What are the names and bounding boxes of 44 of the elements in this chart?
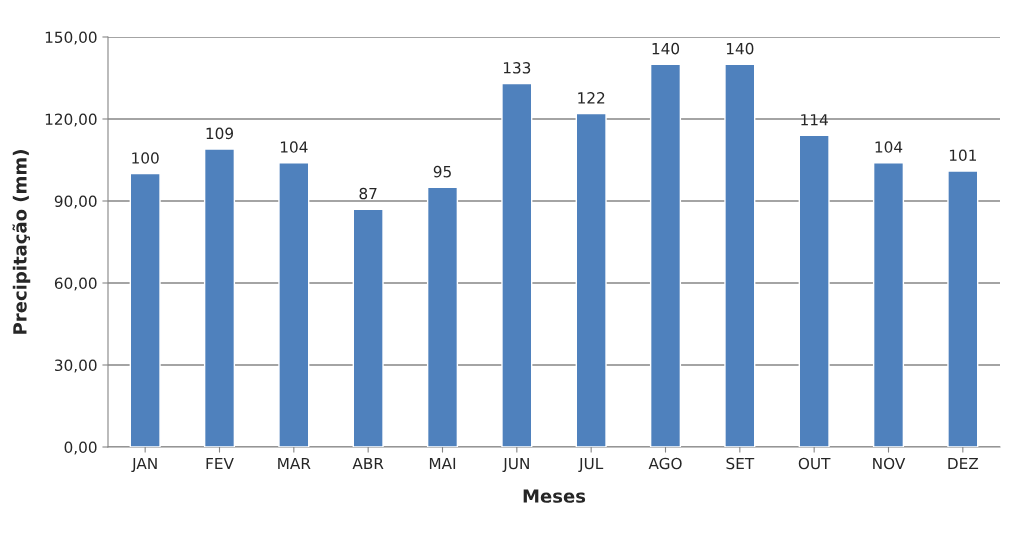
data-label: 140	[652, 42, 680, 55]
bar	[798, 134, 830, 447]
y-tick-label: 60,00	[54, 277, 97, 291]
bar	[947, 170, 979, 447]
bar	[724, 63, 756, 447]
x-tick-label: SET	[726, 457, 755, 470]
data-label: 140	[726, 42, 754, 55]
x-tick-label: MAI	[429, 457, 456, 470]
data-label: 104	[875, 141, 903, 153]
x-tick-label: AGO	[648, 457, 682, 470]
y-tick-label: 120,00	[45, 113, 97, 127]
y-tick-label: 150,00	[45, 31, 97, 45]
data-label: 114	[801, 114, 828, 126]
bar	[129, 172, 161, 447]
bar	[352, 208, 384, 447]
x-tick-label: OUT	[798, 457, 831, 470]
x-tick-label: FEV	[206, 457, 234, 470]
x-tick-label: NOV	[873, 457, 906, 470]
y-tick-label: 0,00	[64, 441, 97, 455]
x-tick-label: MAR	[278, 457, 311, 470]
bar	[426, 186, 459, 447]
x-tick-label: JUL	[578, 457, 604, 473]
bar	[278, 162, 310, 447]
bar	[203, 148, 236, 447]
x-tick-label: ABR	[352, 457, 384, 470]
bar	[649, 63, 682, 447]
data-label: 95	[433, 165, 451, 178]
bar	[575, 112, 607, 447]
y-tick-label: 90,00	[54, 195, 97, 209]
y-axis-title: Precipitação (mm)	[12, 150, 31, 334]
data-label: 109	[206, 127, 234, 140]
y-tick-label: 30,00	[55, 359, 97, 373]
bar	[872, 162, 905, 447]
data-label: 87	[359, 187, 377, 200]
data-label: 104	[280, 141, 308, 153]
bar	[501, 82, 533, 447]
data-label: 101	[949, 149, 976, 162]
x-axis-title: Meses	[523, 489, 586, 503]
data-label: 133	[503, 62, 531, 74]
x-tick-label: JUN	[502, 457, 529, 473]
x-tick-label: JAN	[131, 457, 157, 473]
data-label: 122	[578, 92, 605, 104]
x-tick-label: DEZ	[948, 457, 979, 470]
data-label: 100	[132, 152, 159, 164]
